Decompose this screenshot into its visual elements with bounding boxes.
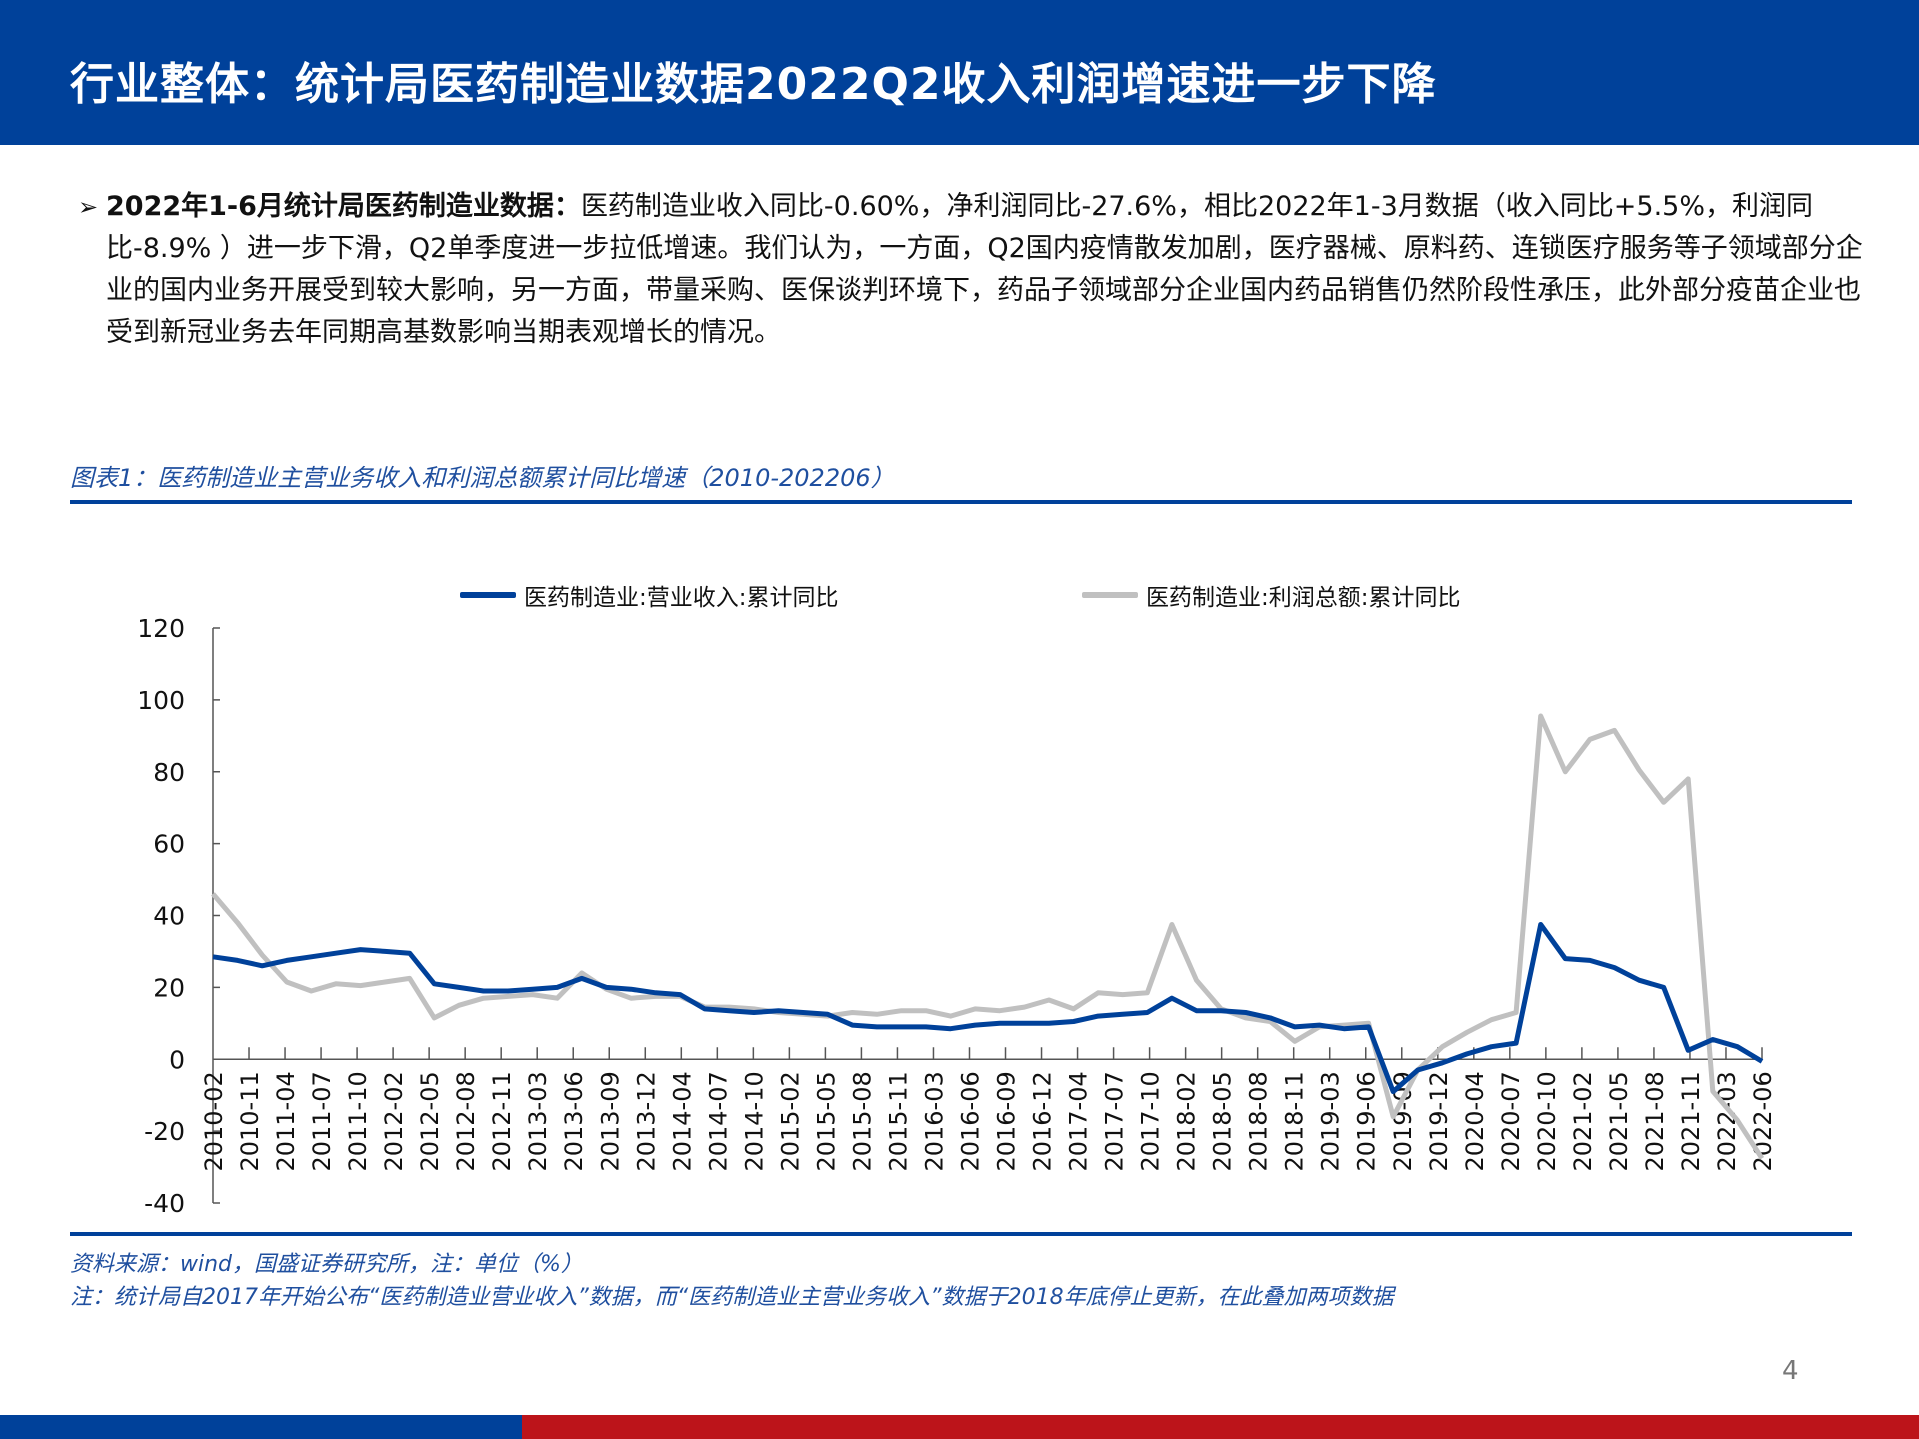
x-tick-label: 2021-08 <box>1641 1071 1669 1171</box>
y-tick-label: 80 <box>153 758 185 787</box>
x-tick-label: 2019-12 <box>1425 1071 1453 1171</box>
legend-swatch-profit <box>1082 592 1138 598</box>
bullet-text: 2022年1-6月统计局医药制造业数据：医药制造业收入同比-0.60%，净利润同… <box>106 186 1870 354</box>
y-tick-label: 40 <box>153 902 185 931</box>
x-tick-label: 2014-07 <box>704 1071 732 1171</box>
y-tick-label: -20 <box>144 1117 185 1146</box>
figure-caption: 图表1：医药制造业主营业务收入和利润总额累计同比增速（2010-202206） <box>70 464 895 492</box>
legend-item-revenue: 医药制造业:营业收入:累计同比 <box>460 578 839 612</box>
y-tick-label: 20 <box>153 973 185 1002</box>
y-tick-label: -40 <box>144 1189 185 1218</box>
figure-top-rule <box>70 500 1852 504</box>
arrow-bullet-icon: ➢ <box>78 193 99 221</box>
page-number: 4 <box>1782 1356 1799 1386</box>
x-tick-label: 2021-02 <box>1569 1071 1597 1171</box>
bullet-lead: 2022年1-6月统计局医药制造业数据： <box>106 191 581 222</box>
source-line: 资料来源：wind，国盛证券研究所，注：单位（%） <box>70 1252 583 1277</box>
x-tick-label: 2011-10 <box>344 1071 372 1171</box>
x-tick-label: 2015-11 <box>884 1071 912 1171</box>
x-tick-label: 2021-11 <box>1677 1071 1705 1171</box>
legend-swatch-revenue <box>460 592 516 598</box>
header-bar: 行业整体：统计局医药制造业数据2022Q2收入利润增速进一步下降 <box>0 0 1919 145</box>
x-tick-label: 2015-02 <box>776 1071 804 1171</box>
x-tick-label: 2021-05 <box>1605 1071 1633 1171</box>
x-tick-label: 2012-02 <box>380 1071 408 1171</box>
x-tick-label: 2017-07 <box>1101 1071 1129 1171</box>
bullet-body: 医药制造业收入同比-0.60%，净利润同比-27.6%，相比2022年1-3月数… <box>106 191 1863 348</box>
x-tick-label: 2018-08 <box>1245 1071 1273 1171</box>
x-tick-label: 2018-11 <box>1281 1071 1309 1171</box>
x-tick-label: 2013-06 <box>560 1071 588 1171</box>
line-chart: 120 100 80 60 40 20 0 -20 -40 2010-02 2010-11 2011-… <box>137 614 1777 1218</box>
x-tick-label: 2020-04 <box>1461 1071 1489 1171</box>
x-tick-label: 2014-04 <box>668 1071 696 1171</box>
y-tick-label: 100 <box>137 686 185 715</box>
x-tick-label: 2017-04 <box>1065 1071 1093 1171</box>
x-tick-label: 2012-05 <box>416 1071 444 1171</box>
x-tick-label: 2016-03 <box>920 1071 948 1171</box>
footer-bar-red <box>522 1415 1919 1439</box>
y-tick-label: 0 <box>169 1045 185 1074</box>
x-tick-label: 2016-12 <box>1029 1071 1057 1171</box>
x-tick-label: 2013-03 <box>524 1071 552 1171</box>
x-tick-label: 2018-05 <box>1209 1071 1237 1171</box>
x-tick-label: 2018-02 <box>1173 1071 1201 1171</box>
x-tick-label: 2011-04 <box>272 1071 300 1171</box>
x-tick-label: 2012-11 <box>488 1071 516 1171</box>
x-tick-label: 2011-07 <box>308 1071 336 1171</box>
x-tick-label: 2022-06 <box>1749 1071 1777 1171</box>
figure-source: 资料来源：wind，国盛证券研究所，注：单位（%） 注：统计局自2017年开始公… <box>70 1248 1394 1314</box>
legend-label-revenue: 医药制造业:营业收入:累计同比 <box>524 585 839 611</box>
chart-legend: 医药制造业:营业收入:累计同比 医药制造业:利润总额:累计同比 <box>460 578 1560 612</box>
x-tick-label: 2015-05 <box>812 1071 840 1171</box>
x-tick-label: 2016-09 <box>993 1071 1021 1171</box>
x-tick-label: 2012-08 <box>452 1071 480 1171</box>
profit-line <box>211 713 1765 1160</box>
x-tick-label: 2013-12 <box>632 1071 660 1171</box>
x-tick-label: 2015-08 <box>848 1071 876 1171</box>
page-title: 行业整体：统计局医药制造业数据2022Q2收入利润增速进一步下降 <box>70 59 1437 110</box>
x-tick-label: 2010-11 <box>236 1071 264 1171</box>
x-tick-label: 2017-10 <box>1137 1071 1165 1171</box>
x-tick-label: 2013-09 <box>596 1071 624 1171</box>
x-tick-label: 2020-10 <box>1533 1071 1561 1171</box>
bullet-paragraph: ➢ 2022年1-6月统计局医药制造业数据：医药制造业收入同比-0.60%，净利… <box>78 186 1870 354</box>
footer-bar-blue <box>0 1415 522 1439</box>
note-line: 注：统计局自2017年开始公布“医药制造业营业收入”数据，而“医药制造业主营业务… <box>70 1285 1394 1310</box>
x-tick-label: 2020-07 <box>1497 1071 1525 1171</box>
x-tick-label: 2016-06 <box>956 1071 984 1171</box>
x-tick-label: 2010-02 <box>200 1071 228 1171</box>
revenue-line <box>212 922 1764 1095</box>
legend-item-profit: 医药制造业:利润总额:累计同比 <box>1082 578 1461 612</box>
x-tick-label: 2019-03 <box>1317 1071 1345 1171</box>
x-tick-label: 2019-06 <box>1353 1071 1381 1171</box>
x-tick-label: 2014-10 <box>740 1071 768 1171</box>
y-tick-label: 60 <box>153 830 185 859</box>
figure-bottom-rule <box>70 1232 1852 1236</box>
legend-label-profit: 医药制造业:利润总额:累计同比 <box>1146 585 1461 611</box>
y-tick-label: 120 <box>137 614 185 643</box>
